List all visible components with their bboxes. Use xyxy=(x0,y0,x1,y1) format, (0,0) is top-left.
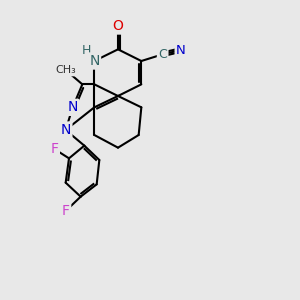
Text: H: H xyxy=(82,44,91,58)
Text: F: F xyxy=(50,142,58,156)
Text: CH₃: CH₃ xyxy=(55,65,76,75)
Text: F: F xyxy=(62,204,70,218)
Text: N: N xyxy=(176,44,186,56)
Text: O: O xyxy=(112,19,123,33)
Text: N: N xyxy=(61,123,71,137)
Text: C: C xyxy=(158,48,167,61)
Text: N: N xyxy=(89,54,100,68)
Text: N: N xyxy=(68,100,78,114)
